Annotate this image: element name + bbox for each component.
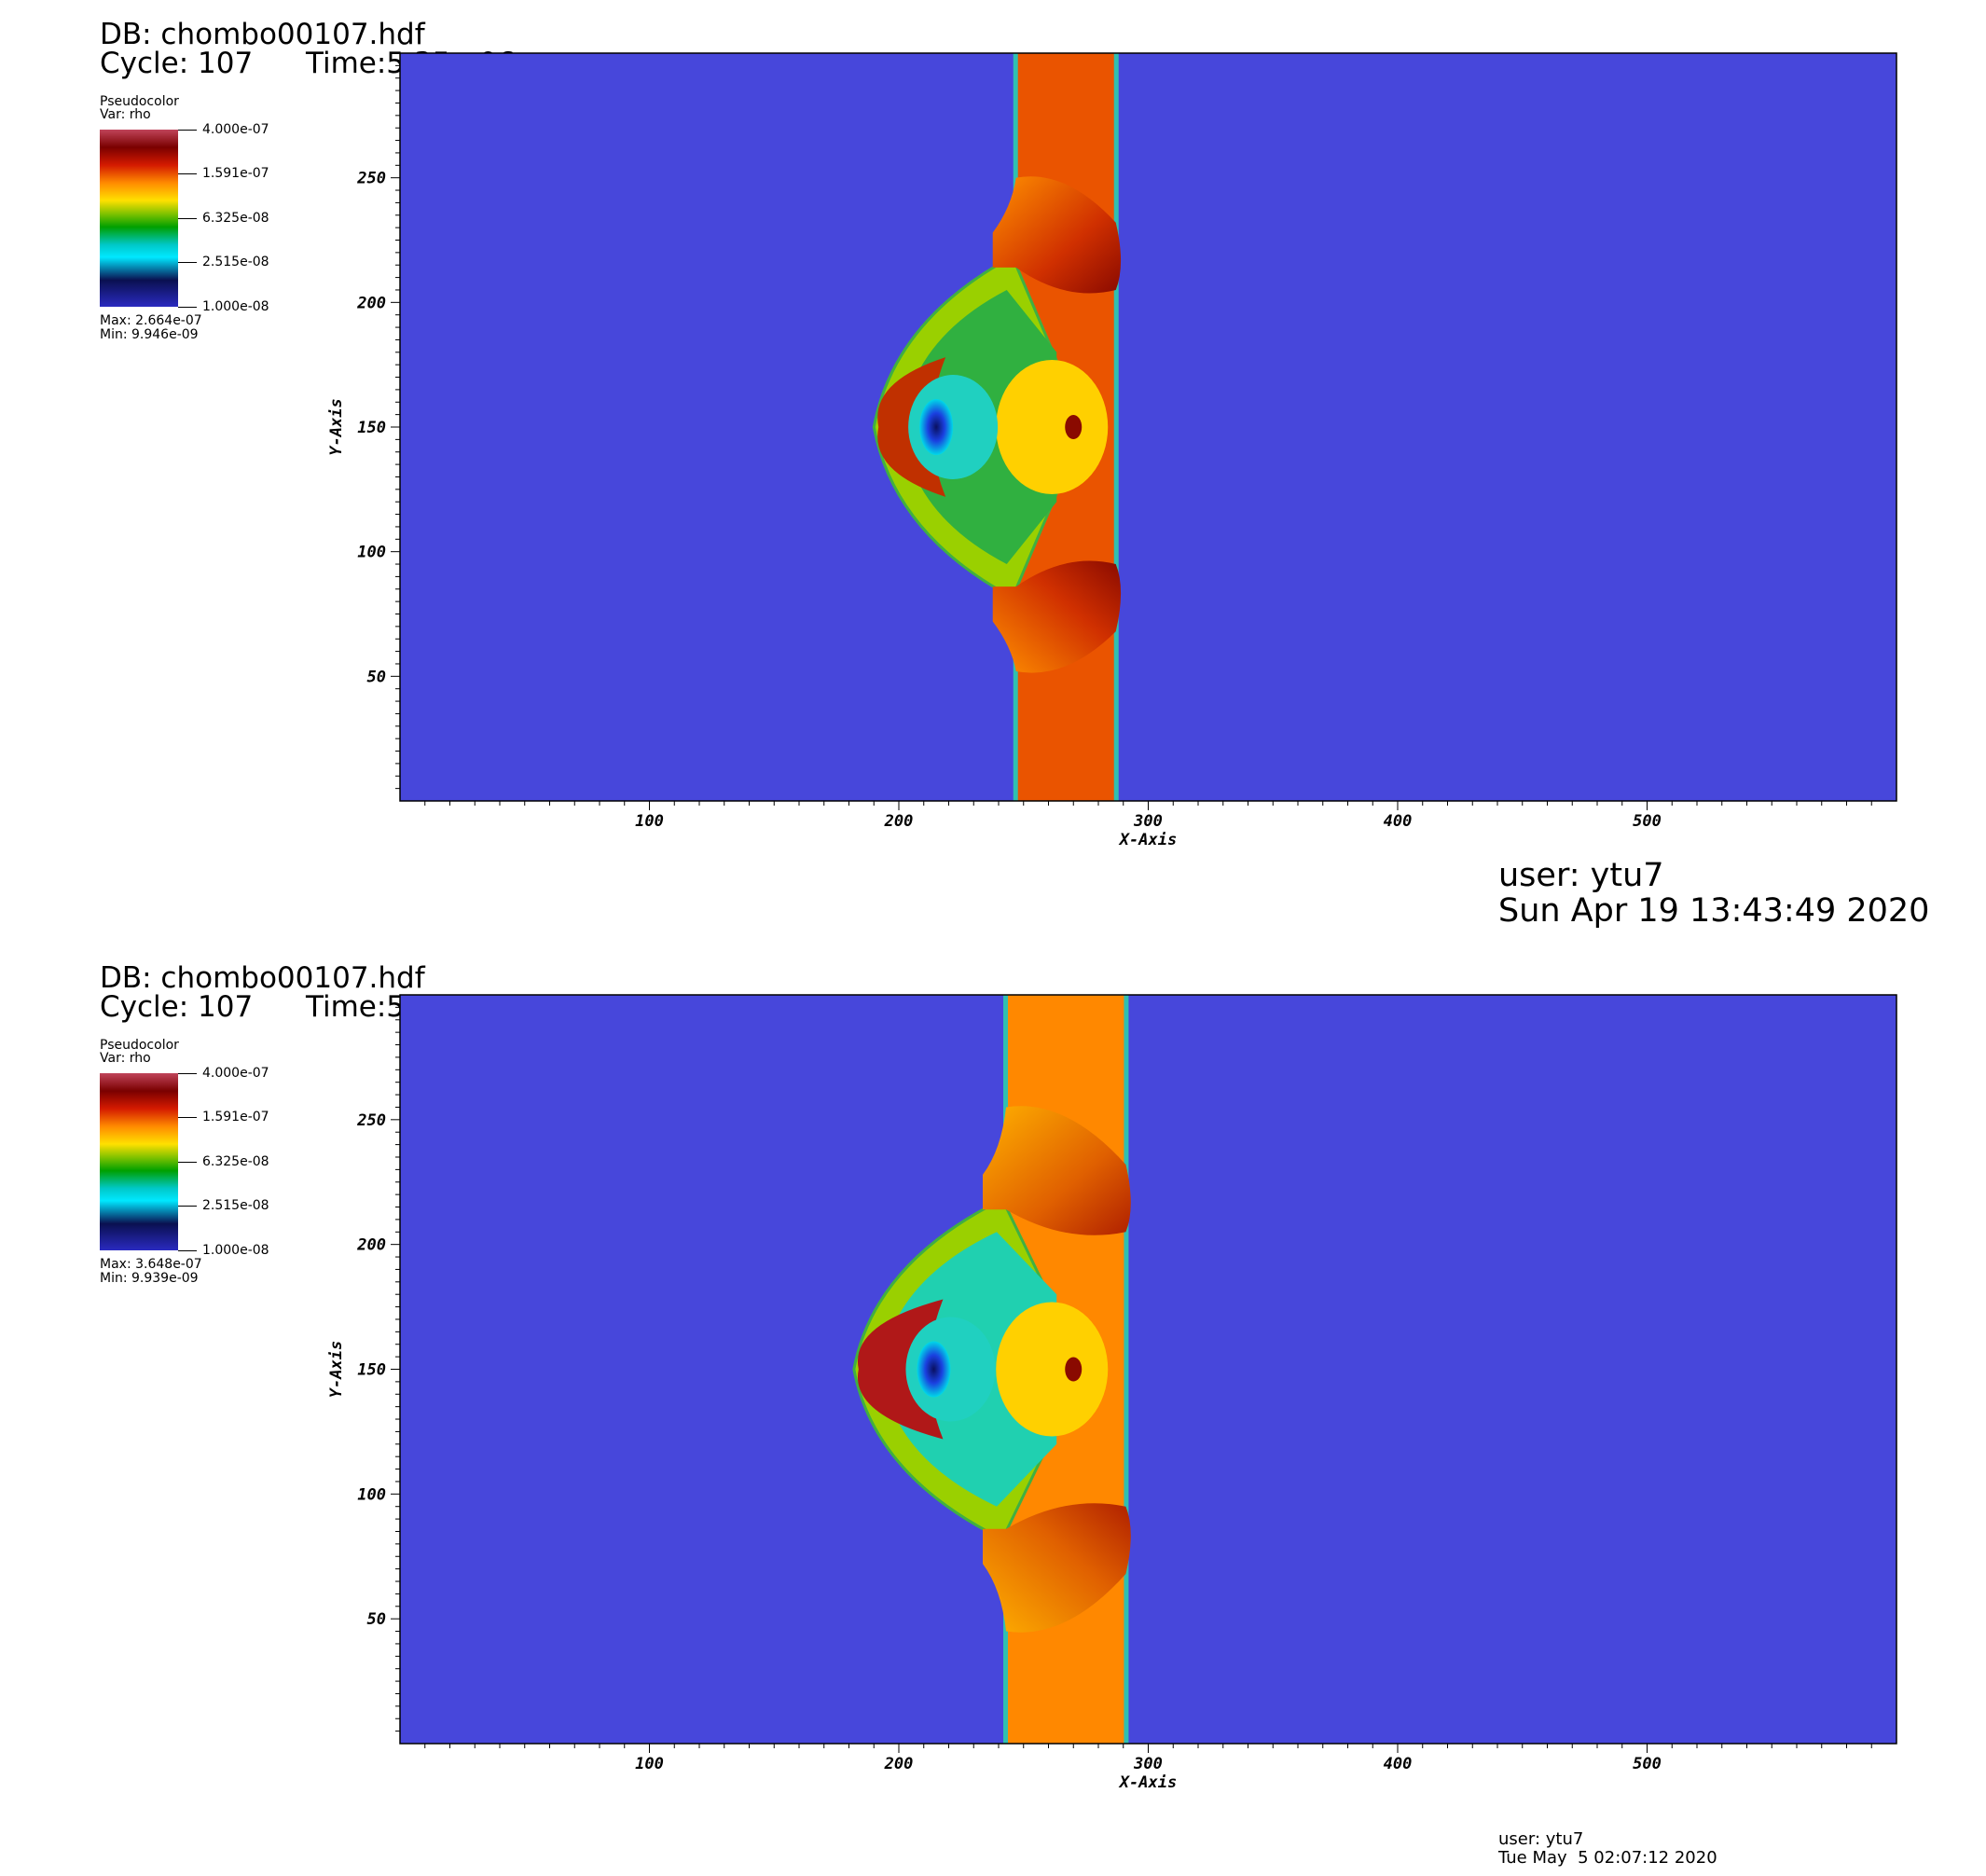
date-label: Sun Apr 19 13:43:49 2020 bbox=[1498, 892, 1930, 930]
top-cap bbox=[992, 176, 1122, 294]
core-bubble bbox=[996, 360, 1109, 494]
core-blob bbox=[917, 1341, 951, 1398]
x-tick-label: 100 bbox=[635, 812, 664, 831]
legend-max: Max: 2.664e-07 bbox=[100, 313, 202, 328]
core-bubble bbox=[996, 1302, 1109, 1437]
colorbar-label: 4.000e-07 bbox=[202, 122, 269, 137]
x-tick-label: 400 bbox=[1384, 812, 1413, 831]
colorbar-tick bbox=[178, 1206, 197, 1207]
colorbar-tick bbox=[178, 307, 197, 308]
axis-labels: 100 200 300 400 500 50 100 150 200 250 X-Axis Y-Axi… bbox=[327, 1111, 1662, 1792]
db-label: DB: chombo00107.hdf bbox=[100, 961, 425, 995]
legend-type: Pseudocolor bbox=[100, 1038, 179, 1053]
y-tick-label: 150 bbox=[357, 419, 386, 437]
y-tick-label: 200 bbox=[356, 294, 386, 312]
legend-max: Max: 3.648e-07 bbox=[100, 1257, 202, 1272]
y-axis-label: Y-Axis bbox=[327, 398, 346, 455]
colorbar-label: 1.000e-08 bbox=[202, 299, 269, 314]
cycle-label: Cycle: 107 bbox=[100, 47, 254, 80]
core-blob bbox=[919, 399, 954, 455]
y-tick-label: 200 bbox=[356, 1236, 386, 1255]
band-edge-right bbox=[1124, 995, 1129, 1744]
x-tick-label: 200 bbox=[884, 812, 914, 831]
colorbar-tick bbox=[178, 173, 197, 174]
colorbar-label: 1.591e-07 bbox=[202, 166, 269, 181]
plot-background bbox=[400, 53, 1896, 801]
colorbar-tick bbox=[178, 1162, 197, 1163]
colorbar-tick bbox=[178, 130, 197, 131]
y-tick-label: 250 bbox=[356, 1111, 386, 1130]
legend-min: Min: 9.939e-09 bbox=[100, 1271, 199, 1286]
x-tick-label: 200 bbox=[884, 1755, 914, 1773]
plot-panel-2: DB: chombo00107.hdf Cycle: 107 Time:5.35… bbox=[0, 938, 1986, 1876]
y-tick-label: 50 bbox=[367, 1610, 386, 1629]
y-tick-label: 100 bbox=[357, 544, 386, 562]
colorbar-tick bbox=[178, 218, 197, 219]
axis-ticks bbox=[391, 1006, 1872, 1753]
plot-panel-1: DB: chombo00107.hdf Cycle: 107 Time:5.35… bbox=[100, 18, 1930, 930]
legend-var: Var: rho bbox=[100, 107, 151, 122]
field-group bbox=[399, 52, 1897, 802]
colorbar bbox=[100, 130, 178, 307]
y-tick-label: 100 bbox=[357, 1485, 386, 1504]
colorbar-label: 2.515e-08 bbox=[202, 1198, 269, 1213]
bottom-cap bbox=[992, 560, 1122, 673]
trailing-spot bbox=[1065, 415, 1083, 439]
colorbar-label: 4.000e-07 bbox=[202, 1066, 269, 1081]
db-label: DB: chombo00107.hdf bbox=[100, 18, 425, 51]
x-axis-label: X-Axis bbox=[1118, 831, 1177, 849]
colorbar-label: 1.000e-08 bbox=[202, 1243, 269, 1258]
colorbar-label: 2.515e-08 bbox=[202, 255, 269, 269]
bottom-cap bbox=[983, 1503, 1131, 1633]
colorbar-label: 1.591e-07 bbox=[202, 1110, 269, 1124]
plot-background bbox=[400, 995, 1896, 1744]
band-edge-right bbox=[1113, 53, 1119, 801]
date-label: Tue May 5 02:07:12 2020 bbox=[1498, 1848, 1717, 1868]
colorbar-tick bbox=[178, 1117, 197, 1118]
user-label: user: ytu7 bbox=[1498, 857, 1664, 894]
x-tick-label: 500 bbox=[1633, 1755, 1662, 1773]
colorbar bbox=[100, 1073, 178, 1250]
x-tick-label: 100 bbox=[635, 1755, 664, 1773]
trailing-spot bbox=[1065, 1357, 1083, 1382]
heatmap-plot-2: 100 200 300 400 500 50 100 150 200 250 X-Axis Y-Axi… bbox=[327, 994, 1897, 1792]
colorbar-tick bbox=[178, 1073, 197, 1074]
colorbar-label: 6.325e-08 bbox=[202, 211, 269, 226]
legend-min: Min: 9.946e-09 bbox=[100, 327, 199, 342]
colorbar-tick bbox=[178, 1250, 197, 1251]
field-group bbox=[399, 994, 1897, 1745]
axis-labels: 100 200 300 400 500 50 100 150 200 250 X-Axis Y-Axi… bbox=[327, 170, 1662, 849]
y-tick-label: 150 bbox=[357, 1361, 386, 1380]
colorbar-tick bbox=[178, 262, 197, 263]
legend-var: Var: rho bbox=[100, 1051, 151, 1066]
heatmap-plot-1: 100 200 300 400 500 50 100 150 200 250 X-Axis Y-Axi… bbox=[327, 52, 1897, 849]
x-tick-label: 500 bbox=[1633, 812, 1662, 831]
legend-type: Pseudocolor bbox=[100, 94, 179, 109]
x-axis-label: X-Axis bbox=[1118, 1773, 1177, 1792]
top-cap bbox=[983, 1106, 1131, 1235]
x-tick-label: 300 bbox=[1133, 812, 1163, 831]
y-tick-label: 250 bbox=[356, 170, 386, 188]
x-tick-label: 400 bbox=[1384, 1755, 1413, 1773]
cycle-label: Cycle: 107 bbox=[100, 990, 254, 1024]
y-tick-label: 50 bbox=[367, 668, 386, 686]
y-axis-label: Y-Axis bbox=[327, 1341, 346, 1398]
x-tick-label: 300 bbox=[1133, 1755, 1163, 1773]
user-label: user: ytu7 bbox=[1498, 1829, 1584, 1849]
axis-ticks bbox=[391, 64, 1872, 810]
colorbar-label: 6.325e-08 bbox=[202, 1154, 269, 1169]
